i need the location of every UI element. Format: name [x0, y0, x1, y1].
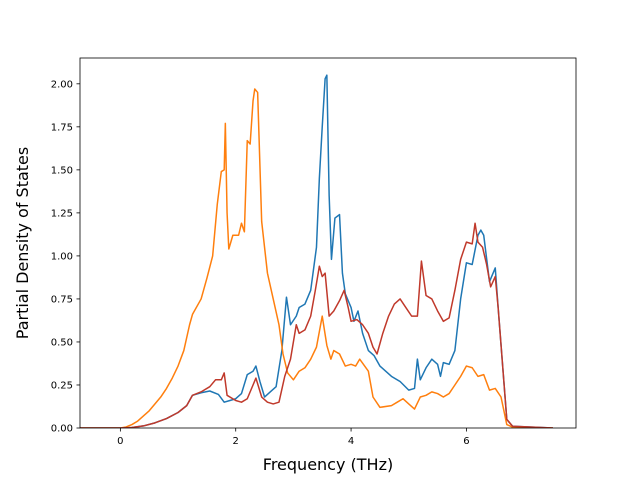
x-tick-label: 0 [117, 436, 123, 447]
x-tick-label: 4 [348, 436, 354, 447]
x-tick-label: 6 [463, 436, 469, 447]
x-tick-label: 2 [233, 436, 239, 447]
y-tick-label: 0.50 [51, 337, 73, 348]
y-ticks: 0.00 0.25 0.50 0.75 1.00 1.25 1.50 1.75 2.00 [51, 79, 80, 435]
y-tick-label: 0.25 [51, 380, 73, 391]
y-tick-label: 1.50 [51, 165, 73, 176]
y-tick-label: 1.75 [51, 122, 73, 133]
plot-area [80, 74, 553, 428]
series-line-3 [80, 222, 553, 428]
y-axis-label: Partial Density of States [13, 147, 32, 339]
y-tick-label: 0.00 [51, 424, 73, 435]
plot-frame [79, 57, 577, 429]
y-tick-label: 0.75 [51, 294, 73, 305]
x-axis-label: Frequency (THz) [263, 455, 393, 474]
y-tick-label: 2.00 [51, 79, 73, 90]
x-ticks: 0 2 4 6 [117, 428, 470, 447]
axes [79, 57, 577, 429]
y-tick-label: 1.00 [51, 251, 73, 262]
y-tick-label: 1.25 [51, 208, 73, 219]
series-line-2 [80, 88, 553, 428]
series-line-1 [80, 74, 553, 428]
